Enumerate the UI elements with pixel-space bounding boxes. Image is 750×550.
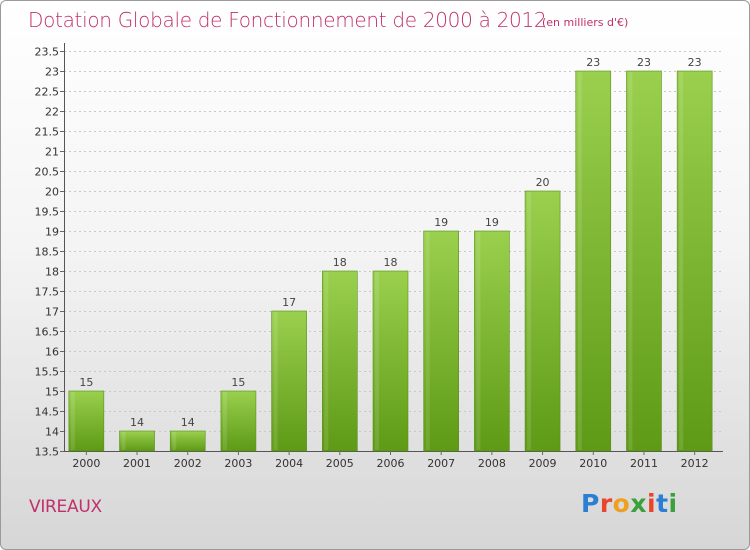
logo-letter: r (599, 489, 613, 518)
logo-letter: i (668, 489, 678, 518)
x-tick-label: 2002 (174, 457, 202, 470)
x-tick-label: 2003 (224, 457, 252, 470)
y-tick-label: 18.5 (35, 246, 60, 259)
bar-value-label: 19 (434, 216, 448, 229)
y-tick-label: 13.5 (35, 446, 60, 459)
y-tick-label: 18 (45, 266, 59, 279)
bar-highlight (273, 312, 278, 450)
x-tick-label: 2006 (377, 457, 405, 470)
x-tick-label: 2009 (529, 457, 557, 470)
bar-value-label: 18 (384, 256, 398, 269)
bar-2001 (119, 430, 155, 452)
y-tick-label: 22 (45, 106, 59, 119)
bar-value-label: 23 (586, 56, 600, 69)
y-tick-label: 14 (45, 426, 59, 439)
y-tick-label: 17 (45, 306, 59, 319)
x-tick-label: 2008 (478, 457, 506, 470)
chart-title: Dotation Globale de Fonctionnement de 20… (28, 8, 547, 32)
y-tick-label: 14.5 (35, 406, 60, 419)
labels: 13.5 14 14.5 15 15.5 16 16.5 17 17.5 18 18.5 19 19.5… (35, 46, 709, 471)
bar-value-label: 23 (637, 56, 651, 69)
logo-letter: t (656, 489, 669, 518)
bar-2007 (423, 230, 459, 452)
y-tick-label: 20.5 (35, 166, 60, 179)
y-tick-label: 21 (45, 146, 59, 159)
bar-2006 (372, 270, 409, 452)
axes (60, 43, 723, 455)
bar-highlight (628, 72, 633, 450)
bar-highlight (577, 72, 582, 450)
logo-letter: x (630, 489, 647, 518)
proxiti-logo[interactable]: Proxiti (581, 489, 678, 518)
bar-highlight (172, 432, 177, 450)
bars (68, 70, 713, 452)
bar-value-label: 15 (79, 376, 93, 389)
x-tick-label: 2007 (427, 457, 455, 470)
x-tick-label: 2000 (72, 457, 100, 470)
bar-value-label: 18 (333, 256, 347, 269)
y-tick-label: 21.5 (35, 126, 60, 139)
y-tick-label: 19.5 (35, 206, 60, 219)
bar-highlight (121, 432, 126, 450)
bar-highlight (375, 272, 379, 450)
logo-letter: o (612, 489, 631, 518)
x-tick-label: 2012 (681, 457, 709, 470)
y-tick-label: 19 (45, 226, 59, 239)
bar-2009 (524, 190, 561, 452)
bar-value-label: 19 (485, 216, 499, 229)
y-tick-label: 15.5 (35, 366, 60, 379)
y-tick-label: 15 (45, 386, 59, 399)
y-tick-label: 23 (45, 66, 59, 79)
y-tick-label: 16.5 (35, 326, 60, 339)
y-tick-label: 22.5 (35, 86, 60, 99)
bar-2002 (169, 430, 206, 452)
bar-2004 (271, 310, 307, 452)
bar-highlight (324, 272, 329, 450)
x-tick-label: 2005 (326, 457, 354, 470)
bar-2010 (575, 70, 612, 452)
bar-2005 (322, 270, 358, 452)
logo-letter: P (581, 489, 600, 518)
y-tick-label: 17.5 (35, 286, 60, 299)
x-tick-label: 2010 (579, 457, 607, 470)
bar-value-label: 23 (688, 56, 702, 69)
bar-value-label: 17 (282, 296, 296, 309)
bar-highlight (679, 72, 684, 450)
bar-highlight (425, 232, 430, 450)
y-tick-label: 23.5 (35, 46, 60, 59)
bar-2003 (220, 390, 257, 452)
y-tick-label: 16 (45, 346, 59, 359)
bar-highlight (476, 232, 481, 450)
bar-value-label: 14 (130, 416, 144, 429)
commune-name: VIREAUX (29, 497, 102, 517)
bar-2011 (626, 70, 662, 452)
chart-subtitle: (en milliers d'€) (542, 16, 629, 29)
bar-2008 (474, 230, 510, 452)
bar-2000 (68, 390, 105, 452)
bar-2012 (676, 70, 713, 452)
bar-highlight (70, 392, 75, 450)
bar-value-label: 14 (181, 416, 195, 429)
y-tick-label: 20 (45, 186, 59, 199)
bar-value-label: 15 (231, 376, 245, 389)
x-tick-label: 2011 (630, 457, 658, 470)
logo-letter: i (647, 489, 657, 518)
bar-highlight (527, 192, 532, 450)
x-tick-label: 2001 (123, 457, 151, 470)
bar-highlight (222, 392, 227, 450)
bar-value-label: 20 (536, 176, 550, 189)
x-tick-label: 2004 (275, 457, 303, 470)
